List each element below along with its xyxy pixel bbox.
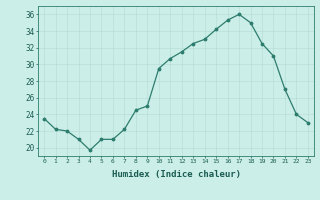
X-axis label: Humidex (Indice chaleur): Humidex (Indice chaleur) bbox=[111, 170, 241, 179]
